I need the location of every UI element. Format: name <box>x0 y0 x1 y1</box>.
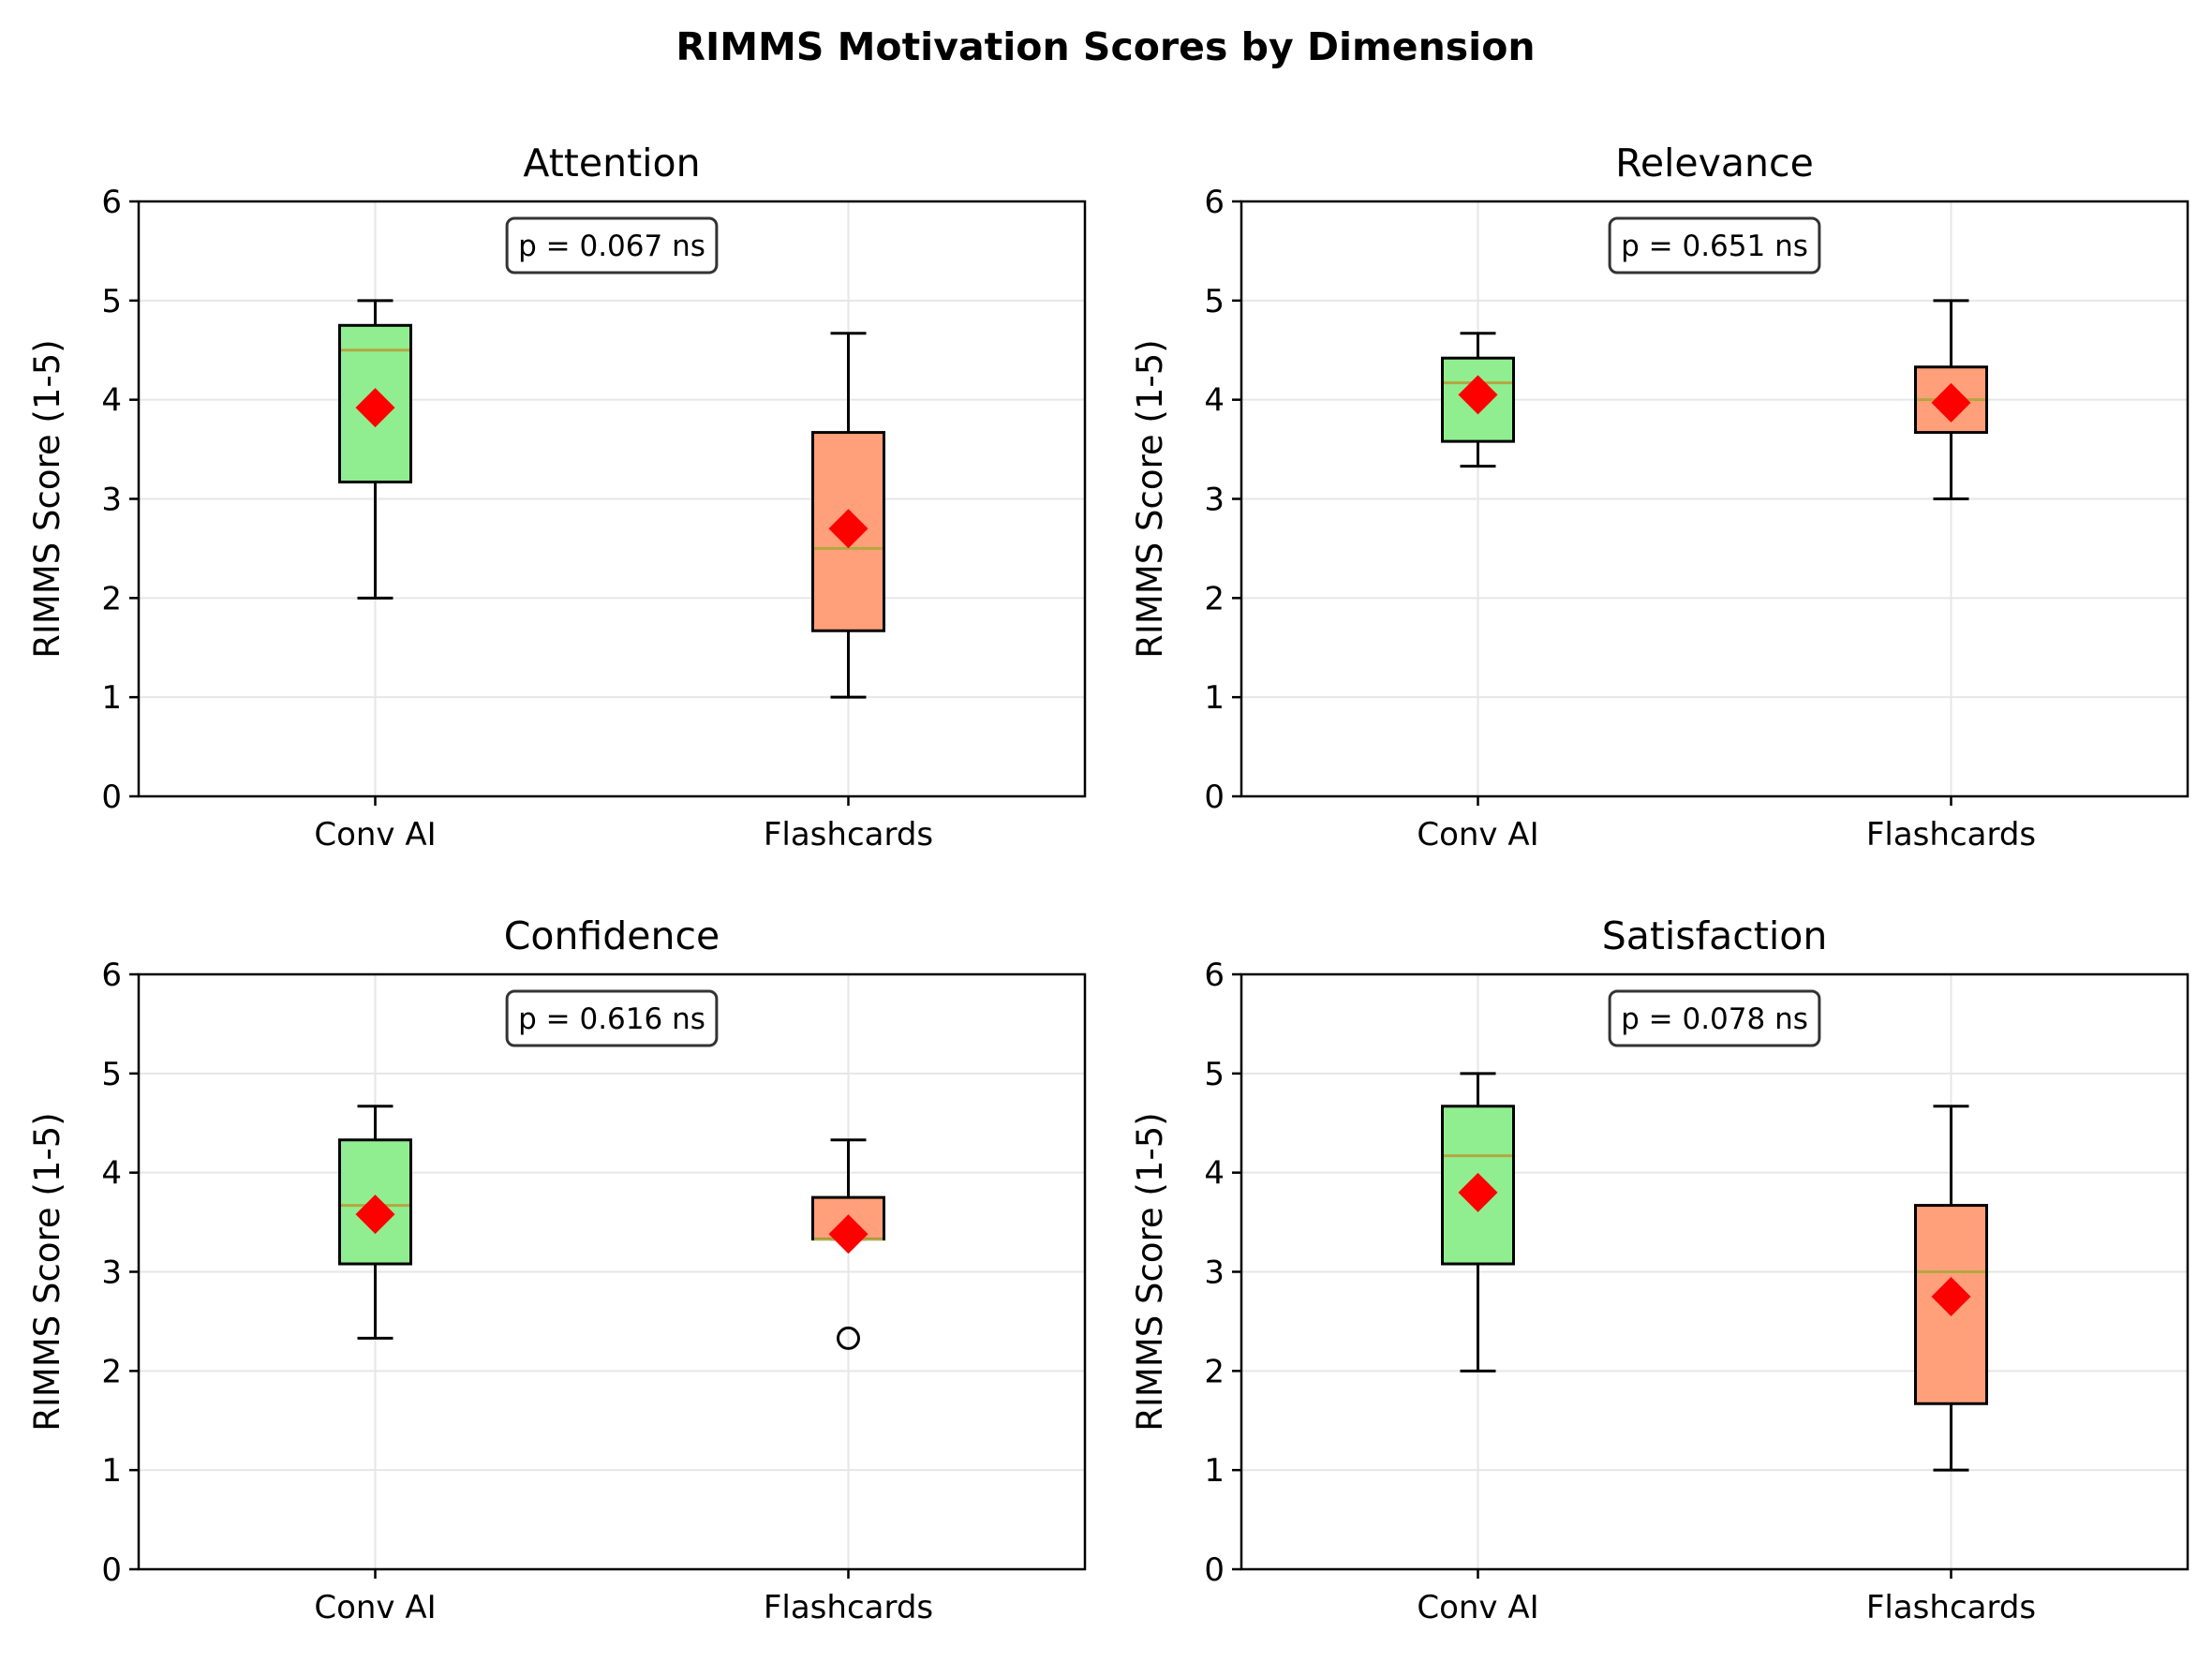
y-axis-label: RIMMS Score (1-5) <box>1130 1112 1170 1431</box>
y-tick-label: 4 <box>101 382 122 420</box>
panels: 0 1 2 3 4 5 6 Conv AI Flashcards Attention RIMMS S… <box>27 141 2190 1626</box>
x-tick-label: Conv AI <box>314 1589 436 1626</box>
p-value-box <box>1608 989 1821 1047</box>
y-tick-label: 6 <box>101 184 122 221</box>
y-tick-label: 1 <box>101 1452 122 1490</box>
x-tick-label: Flashcards <box>764 816 933 853</box>
y-tick-label: 5 <box>1204 283 1225 320</box>
p-value-annotation: p = 0.616 ns <box>505 989 719 1047</box>
p-value-text: p = 0.651 ns <box>1621 230 1808 263</box>
y-tick-label: 5 <box>101 283 122 320</box>
y-tick-label: 0 <box>1204 779 1225 816</box>
y-tick-label: 3 <box>1204 1254 1225 1292</box>
subplot-title: Attention <box>523 141 700 185</box>
x-tick-label: Flashcards <box>1866 1589 2036 1626</box>
y-tick-label: 6 <box>101 957 122 994</box>
y-axis-label: RIMMS Score (1-5) <box>27 1112 67 1431</box>
figure-title: RIMMS Motivation Scores by Dimension <box>675 24 1535 69</box>
subplot-title: Confidence <box>504 913 720 958</box>
p-value-text: p = 0.067 ns <box>518 230 705 263</box>
subplot-satisfaction: 0 1 2 3 4 5 6 Conv AI Flashcards Satisfaction RIMM… <box>1130 913 2190 1626</box>
x-tick-label: Conv AI <box>1417 816 1538 853</box>
subplot-title: Relevance <box>1615 141 1814 185</box>
mean-marker <box>1931 1276 1971 1316</box>
box-conv-ai <box>1441 332 1515 468</box>
y-tick-label: 0 <box>1204 1551 1225 1589</box>
p-value-box <box>1608 216 1821 275</box>
outlier-point <box>837 1326 860 1350</box>
p-value-box <box>505 216 719 275</box>
y-tick-label: 5 <box>1204 1056 1225 1093</box>
y-tick-label: 1 <box>1204 1452 1225 1490</box>
p-value-annotation: p = 0.651 ns <box>1608 216 1821 275</box>
p-value-text: p = 0.616 ns <box>518 1002 705 1036</box>
y-tick-label: 6 <box>1204 957 1225 994</box>
subplot-confidence: 0 1 2 3 4 5 6 Conv AI Flashcards Confidence RIMMS … <box>27 913 1087 1626</box>
y-tick-label: 6 <box>1204 184 1225 221</box>
box-flashcards <box>811 332 885 699</box>
y-tick-label: 4 <box>1204 1155 1225 1193</box>
y-tick-label: 0 <box>101 779 122 816</box>
y-axis-label: RIMMS Score (1-5) <box>27 339 67 658</box>
x-tick-label: Flashcards <box>764 1589 933 1626</box>
y-tick-label: 1 <box>101 679 122 717</box>
y-tick-label: 3 <box>1204 482 1225 519</box>
p-value-box <box>505 989 719 1047</box>
y-tick-label: 1 <box>1204 679 1225 717</box>
box-iqr <box>1441 356 1515 443</box>
y-tick-label: 5 <box>101 1056 122 1093</box>
y-axis-label: RIMMS Score (1-5) <box>1130 339 1170 658</box>
p-value-annotation: p = 0.078 ns <box>1608 989 1821 1047</box>
x-tick-label: Conv AI <box>1417 1589 1538 1626</box>
box-conv-ai <box>1441 1072 1515 1373</box>
subplot-title: Satisfaction <box>1602 913 1828 958</box>
subplot-attention: 0 1 2 3 4 5 6 Conv AI Flashcards Attention RIMMS S… <box>27 141 1087 853</box>
box-flashcards <box>1914 299 1988 500</box>
y-tick-label: 4 <box>1204 382 1225 420</box>
y-tick-label: 2 <box>1204 1353 1225 1390</box>
box-flashcards <box>811 1138 885 1350</box>
y-tick-label: 2 <box>101 1353 122 1390</box>
mean-marker <box>1458 375 1498 415</box>
y-tick-label: 2 <box>1204 580 1225 617</box>
p-value-text: p = 0.078 ns <box>1621 1002 1808 1036</box>
mean-marker <box>1931 382 1971 423</box>
mean-marker <box>828 509 868 549</box>
mean-marker <box>828 1214 868 1254</box>
y-tick-label: 4 <box>101 1155 122 1193</box>
box-conv-ai <box>338 299 412 600</box>
x-tick-label: Conv AI <box>314 816 436 853</box>
box-conv-ai <box>338 1105 412 1340</box>
mean-marker <box>355 388 395 428</box>
subplot-relevance: 0 1 2 3 4 5 6 Conv AI Flashcards Relevance RIMMS S… <box>1130 141 2190 853</box>
y-tick-label: 3 <box>101 1254 122 1292</box>
y-tick-label: 0 <box>101 1551 122 1589</box>
p-value-annotation: p = 0.067 ns <box>505 216 719 275</box>
y-tick-label: 2 <box>101 580 122 617</box>
y-tick-label: 3 <box>101 482 122 519</box>
mean-marker <box>355 1195 395 1235</box>
box-flashcards <box>1914 1105 1988 1472</box>
x-tick-label: Flashcards <box>1866 816 2036 853</box>
mean-marker <box>1458 1172 1498 1212</box>
